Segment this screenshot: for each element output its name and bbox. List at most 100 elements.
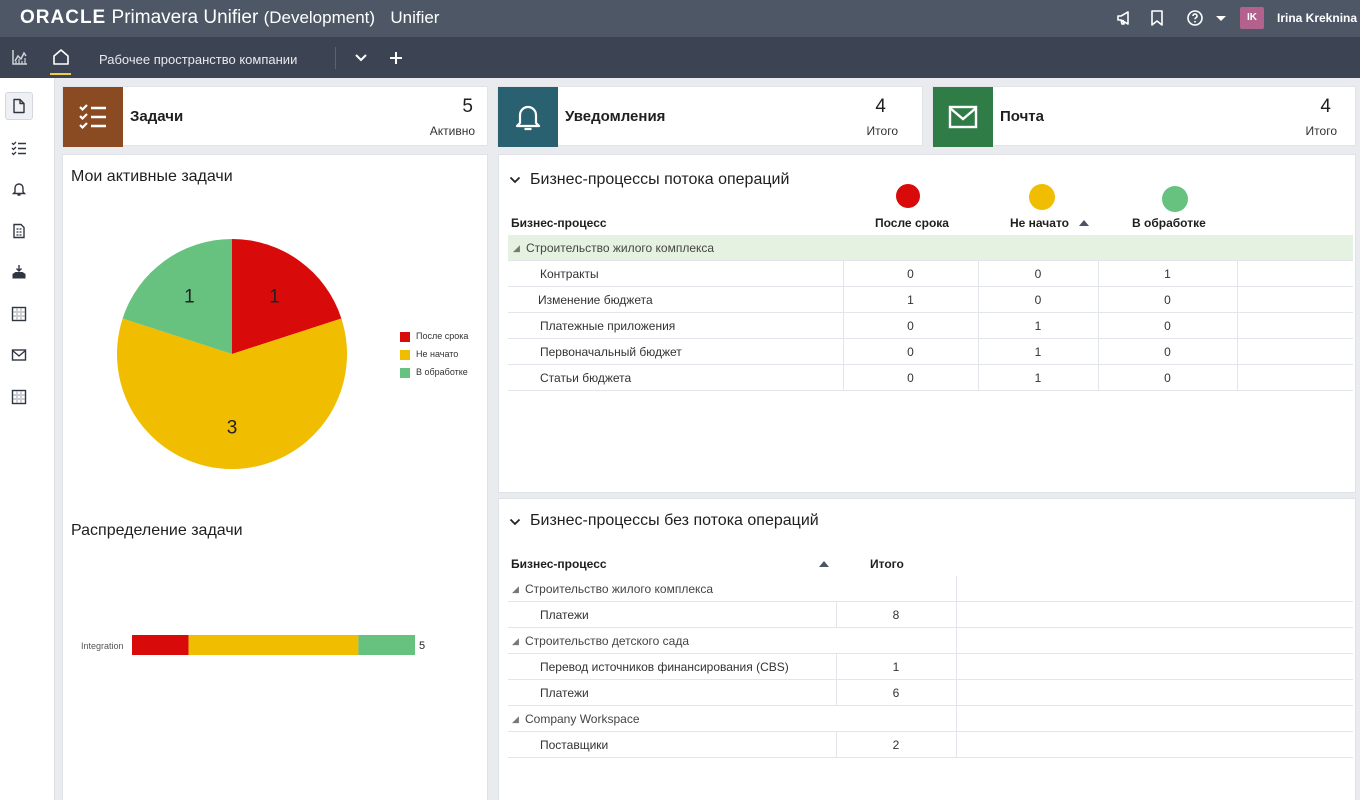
column-divider xyxy=(1237,339,1238,365)
group-row[interactable]: ◢ Company Workspace xyxy=(508,706,1353,732)
group-row[interactable]: ◢ Строительство детского сада xyxy=(508,628,1353,654)
not-started-count-cell: 1 xyxy=(1034,371,1042,385)
announcement-icon[interactable] xyxy=(1116,9,1134,27)
bookmark-icon[interactable] xyxy=(1148,9,1166,27)
column-divider xyxy=(1237,313,1238,339)
total-count-cell: 2 xyxy=(892,738,900,752)
notifications-card[interactable]: Уведомления 4 Итого xyxy=(497,86,923,147)
inbox-download-icon[interactable] xyxy=(5,258,33,286)
group-row[interactable]: ◢ Строительство жилого комплекса xyxy=(508,235,1353,261)
col-total-header[interactable]: Итого xyxy=(870,557,904,571)
col-in-progress-header[interactable]: В обработке xyxy=(1132,216,1206,230)
building-doc-icon[interactable] xyxy=(5,217,33,245)
brand-logo: ORACLE Primavera Unifier (Development) U… xyxy=(20,7,439,29)
collapse-chevron-icon[interactable] xyxy=(508,515,522,534)
documents-icon[interactable] xyxy=(5,92,33,120)
nonworkflow-bp-title: Бизнес-процессы без потока операций xyxy=(530,512,819,529)
column-divider xyxy=(836,680,837,706)
late-count-cell: 0 xyxy=(907,319,914,333)
table-row[interactable]: Первоначальный бюджет 0 1 0 xyxy=(508,339,1353,365)
group-label: Строительство жилого комплекса xyxy=(526,241,715,255)
col-bp-header[interactable]: Бизнес-процесс xyxy=(511,557,607,571)
grid-table-icon[interactable] xyxy=(5,383,33,411)
avatar[interactable]: IK xyxy=(1240,7,1264,29)
column-divider xyxy=(843,261,844,287)
sort-asc-icon[interactable] xyxy=(1079,214,1089,232)
bell-icon xyxy=(498,87,558,147)
col-late-header[interactable]: После срока xyxy=(875,216,949,230)
late-count-cell: 0 xyxy=(907,371,914,385)
task-distribution-bar-chart: Integration 5 xyxy=(81,635,425,655)
column-divider xyxy=(836,732,837,758)
pie-slice[interactable] xyxy=(232,239,342,354)
bar-segment[interactable] xyxy=(188,635,359,655)
table-row[interactable]: Платежные приложения 0 1 0 xyxy=(508,313,1353,339)
bar-segment[interactable] xyxy=(132,635,189,655)
tasks-card-title: Задачи xyxy=(130,108,184,125)
col-not-started-header[interactable]: Не начато xyxy=(1010,216,1069,230)
late-count-cell: 0 xyxy=(907,345,914,359)
late-count-cell: 0 xyxy=(907,267,914,281)
table-row[interactable]: Статьи бюджета 0 1 0 xyxy=(508,365,1353,391)
chevron-down-icon[interactable] xyxy=(353,50,369,71)
table-row[interactable]: Платежи 8 xyxy=(508,602,1353,628)
bell-icon[interactable] xyxy=(5,175,33,203)
table-row[interactable]: Изменение бюджета 1 0 0 xyxy=(508,287,1353,313)
expand-triangle-icon[interactable]: ◢ xyxy=(512,714,519,724)
col-bp-header[interactable]: Бизнес-процесс xyxy=(511,216,607,230)
pie-slice[interactable] xyxy=(122,239,232,354)
column-divider xyxy=(1098,261,1099,287)
not-started-count-cell: 1 xyxy=(1034,345,1042,359)
tasks-card[interactable]: Задачи 5 Активно xyxy=(62,86,488,147)
table-row[interactable]: Поставщики 2 xyxy=(508,732,1353,758)
pie-slice-label: 1 xyxy=(184,286,195,307)
bar-category-label: Integration xyxy=(81,641,124,651)
analytics-icon[interactable] xyxy=(11,48,29,71)
pie-slice-label: 3 xyxy=(227,417,238,438)
nonworkflow-bp-panel: Бизнес-процессы без потока операций Бизн… xyxy=(498,498,1356,800)
grid-report-icon[interactable] xyxy=(5,300,33,328)
tasks-card-sub: Активно xyxy=(429,124,475,138)
bp-name-cell: Платежи xyxy=(540,608,589,622)
legend-label-not-started: Не начато xyxy=(416,349,459,359)
legend-label-in-progress: В обработке xyxy=(416,367,468,377)
column-divider xyxy=(843,287,844,313)
bp-name-cell: Контракты xyxy=(540,267,599,281)
column-divider xyxy=(836,602,837,628)
late-count-cell: 1 xyxy=(907,293,914,307)
pie-slice[interactable] xyxy=(116,318,348,469)
tab-company-workspace[interactable]: Рабочее пространство компании xyxy=(99,52,298,67)
tasks-icon[interactable] xyxy=(5,134,33,162)
expand-triangle-icon[interactable]: ◢ xyxy=(513,243,520,253)
expand-triangle-icon[interactable]: ◢ xyxy=(512,636,519,646)
tab-divider xyxy=(335,47,336,69)
table-row[interactable]: Платежи 6 xyxy=(508,680,1353,706)
notifications-card-sub: Итого xyxy=(866,124,898,138)
brand-env: (Development) xyxy=(263,8,376,27)
legend-item-not-started: Не начато xyxy=(400,349,480,361)
column-divider xyxy=(956,602,957,628)
sort-asc-icon[interactable] xyxy=(819,555,829,573)
checklist-icon xyxy=(63,87,123,147)
mail-icon[interactable] xyxy=(5,341,33,369)
column-divider xyxy=(978,339,979,365)
mail-card[interactable]: Почта 4 Итого xyxy=(932,86,1356,147)
task-distribution-title: Распределение задачи xyxy=(71,522,243,539)
not-started-count-cell: 0 xyxy=(1034,293,1042,307)
table-row[interactable]: Перевод источников финансирования (CBS) 1 xyxy=(508,654,1353,680)
in-progress-count-cell: 0 xyxy=(1164,293,1171,307)
group-row[interactable]: ◢ Строительство жилого комплекса xyxy=(508,576,1353,602)
bar-segment[interactable] xyxy=(358,635,415,655)
add-tab-icon[interactable] xyxy=(388,50,404,71)
user-name[interactable]: Irina Kreknina xyxy=(1277,11,1358,25)
collapse-chevron-icon[interactable] xyxy=(508,173,522,192)
home-icon[interactable] xyxy=(51,47,71,72)
brand-unifier: Unifier xyxy=(203,7,259,28)
notifications-card-count: 4 xyxy=(875,96,886,117)
table-row[interactable]: Контракты 0 0 1 xyxy=(508,261,1353,287)
mail-card-count: 4 xyxy=(1320,96,1331,117)
expand-triangle-icon[interactable]: ◢ xyxy=(512,584,519,594)
total-count-cell: 6 xyxy=(892,686,900,700)
help-icon[interactable] xyxy=(1186,9,1204,27)
help-dropdown-icon[interactable] xyxy=(1212,9,1230,27)
